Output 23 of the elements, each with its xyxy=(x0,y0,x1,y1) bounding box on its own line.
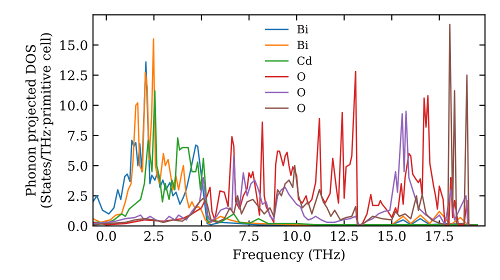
x-tick-label: 5.0 xyxy=(192,231,212,242)
x-tick-label: 7.5 xyxy=(240,231,259,242)
x-axis-title: Frequency (THz) xyxy=(233,249,345,262)
x-tick-label: 10.0 xyxy=(284,231,310,242)
y-tick-label: 10.0 xyxy=(60,100,88,111)
y-tick-label: 7.5 xyxy=(68,130,88,141)
y-axis-title: Phonon projected DOS (States/THz·primitive cell) xyxy=(25,33,54,208)
legend-label: O xyxy=(297,104,306,112)
x-tick-label: 12.5 xyxy=(331,231,358,242)
legend-label: Cd xyxy=(297,56,312,65)
y-tick-label: 15.0 xyxy=(60,40,88,50)
x-tick-label: 2.5 xyxy=(144,231,164,242)
y-tick-label: 2.5 xyxy=(68,191,88,201)
legend-label: Bi xyxy=(297,40,308,50)
x-tick-label: 17.5 xyxy=(426,231,453,242)
x-tick-label: 0.0 xyxy=(96,231,116,242)
x-tick-label: 15.0 xyxy=(378,231,406,242)
legend-label: Bi xyxy=(297,25,308,34)
legend-label: O xyxy=(297,72,306,81)
y-tick-label: 0.0 xyxy=(68,221,88,232)
legend-label: O xyxy=(297,88,306,96)
y-tick-label: 12.5 xyxy=(60,70,88,80)
y-tick-label: 5.0 xyxy=(68,160,88,171)
